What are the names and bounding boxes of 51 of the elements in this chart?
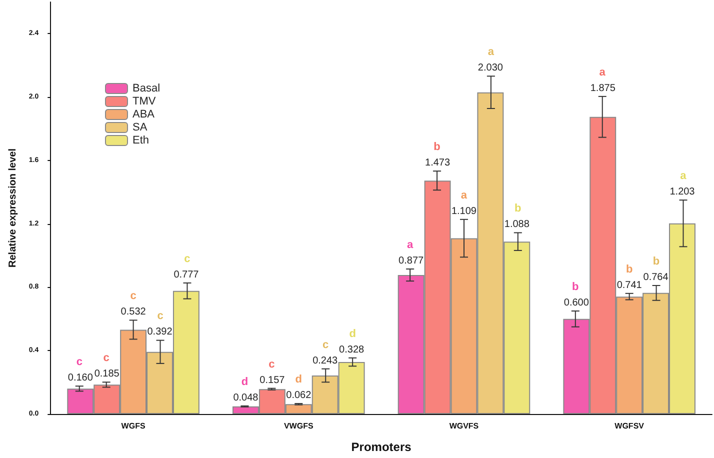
legend-label: ABA <box>132 108 156 120</box>
legend-label: Basal <box>132 82 160 94</box>
x-tick-label: WGFS <box>121 422 146 430</box>
data-label: 0.764 <box>643 272 669 283</box>
annotation: b <box>514 202 522 215</box>
annotation: b <box>626 263 633 276</box>
data-label: 0.532 <box>120 306 146 318</box>
data-label: 0.328 <box>339 344 364 356</box>
x-tick-label: WGVFS <box>449 422 480 430</box>
annotation: b <box>434 141 441 154</box>
x-tick-label: WGFSV <box>614 422 645 430</box>
data-label: 0.160 <box>68 372 94 384</box>
data-label: 1.473 <box>425 158 450 169</box>
legend-label: Eth <box>132 134 150 146</box>
annotation: d <box>349 328 356 340</box>
annotation: a <box>488 46 495 58</box>
annotation: c <box>268 358 275 370</box>
data-label: 2.030 <box>478 62 504 74</box>
data-label: 1.109 <box>451 206 477 217</box>
data-label: 1.203 <box>670 186 696 198</box>
annotation: a <box>680 170 688 182</box>
data-label: 0.243 <box>312 355 338 366</box>
x-axis-title: Promoters <box>351 440 412 454</box>
data-label: 0.392 <box>147 326 173 338</box>
data-label: 0.157 <box>260 374 286 386</box>
annotation: b <box>572 280 580 293</box>
annotation: b <box>652 255 660 268</box>
annotation: c <box>184 252 190 265</box>
annotation: a <box>460 189 468 202</box>
annotation: d <box>295 374 302 386</box>
data-label: 0.877 <box>398 255 424 266</box>
data-label: 1.088 <box>504 219 530 230</box>
data-label: 0.600 <box>564 297 590 308</box>
data-label: 0.048 <box>233 392 259 404</box>
data-label: 0.741 <box>616 280 642 291</box>
x-tick-label: VWGFS <box>284 422 314 430</box>
annotation: c <box>322 338 329 351</box>
annotation: a <box>407 238 414 251</box>
annotation: c <box>76 356 82 368</box>
annotation: c <box>157 310 164 322</box>
y-axis-title: Relative expression level <box>8 148 18 268</box>
annotation: c <box>130 290 136 302</box>
data-label: 0.185 <box>94 368 120 380</box>
annotation: a <box>599 66 606 78</box>
legend-label: TMV <box>132 96 156 108</box>
data-label: 1.875 <box>590 82 616 94</box>
data-label: 0.062 <box>286 390 312 402</box>
data-label: 0.777 <box>174 269 200 280</box>
legend-label: SA <box>132 122 148 134</box>
annotation: d <box>241 376 248 388</box>
annotation: c <box>103 352 110 364</box>
